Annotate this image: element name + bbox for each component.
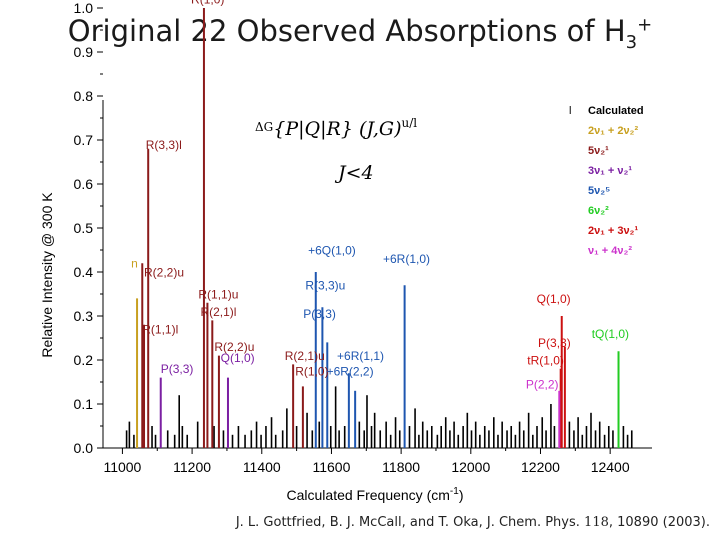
y-tick-label: 0.5 (74, 220, 94, 236)
x-axis-label: Calculated Frequency (cm-1) (287, 486, 464, 503)
line-labels: n R(2,2)u R(1,1)l R(3,3)l P(3,3) R(1,0) R(1,1)… (131, 0, 629, 392)
transition-label: +6R(2,2) (327, 364, 374, 378)
transition-label: +6R(1,0) (383, 252, 430, 266)
transition-label: R(2,1)l (200, 305, 236, 319)
page-title: Original 22 Observed Absorptions of H3+ (67, 14, 653, 53)
legend-entry: 5ν₂¹ (588, 145, 609, 157)
transition-label: Q(1,0) (221, 351, 255, 365)
transition-label: R(3,3)l (146, 138, 182, 152)
x-tick-label: 12000 (451, 459, 490, 475)
transition-label: n (131, 257, 138, 271)
transition-label: tR(1,0) (527, 353, 564, 367)
transition-label: R(1,0) (191, 0, 224, 7)
transition-label: R(2,2)u (144, 265, 184, 279)
y-tick-label: 0.7 (74, 132, 94, 148)
legend-header-mark: l (569, 105, 571, 117)
j-condition: J<4 (338, 162, 374, 184)
data-lines (136, 8, 620, 448)
legend: l Calculated 2ν₁ + 2ν₂² 5ν₂¹ 3ν₁ + ν₂¹ 5ν₂⁵ 6ν… (569, 105, 644, 257)
y-tick-label: 0.4 (74, 264, 94, 280)
transition-label: R(1,1)l (142, 323, 178, 337)
x-tick-label: 11800 (382, 459, 420, 475)
x-tick-label: 11400 (243, 459, 281, 475)
transition-label: P(3,3) (303, 307, 336, 321)
y-tick-label: 0.9 (74, 44, 94, 60)
axes: 0.0 0.1 0.2 0.3 0.4 0.5 0.6 0.7 0.8 0.9 1.0 11000 11… (39, 0, 652, 503)
transition-label: R(1,1)u (198, 287, 238, 301)
transition-label: R(2,1)u (285, 349, 325, 363)
y-tick-label: 0.1 (74, 396, 94, 412)
y-tick-label: 0.3 (74, 308, 94, 324)
y-tick-label: 0.0 (74, 440, 94, 456)
legend-entry: 2ν₁ + 3ν₂¹ (588, 225, 638, 237)
x-tick-label: 11600 (312, 459, 350, 475)
legend-entry: 2ν₁ + 2ν₂² (588, 125, 638, 137)
transition-label: +6R(1,1) (337, 349, 384, 363)
transition-formula: ΔG{P|Q|R} (J,G)u/l (255, 116, 418, 140)
legend-header: Calculated (588, 105, 644, 117)
background-lines (125, 386, 633, 448)
transition-label: P(3,3) (161, 362, 194, 376)
transition-label: P(2,2) (526, 378, 559, 392)
x-tick-label: 12400 (591, 459, 630, 475)
transition-label: R(1,0) (295, 364, 328, 378)
x-tick-label: 11000 (103, 459, 141, 475)
transition-label: tQ(1,0) (592, 327, 629, 341)
y-tick-label: 0.6 (74, 176, 94, 192)
transition-label: +6Q(1,0) (308, 243, 356, 257)
transition-label: P(3,3) (538, 336, 571, 350)
y-tick-label: 0.2 (74, 352, 94, 368)
transition-label: R(2,2)u (214, 340, 254, 354)
y-tick-label: 1.0 (74, 0, 94, 16)
y-tick-label: 0.8 (74, 88, 94, 104)
x-tick-label: 12200 (521, 459, 560, 475)
legend-entry: 6ν₂² (588, 205, 609, 217)
legend-entry: 5ν₂⁵ (588, 185, 610, 197)
y-axis-label: Relative Intensity @ 300 K (39, 192, 55, 358)
legend-entry: 3ν₁ + ν₂¹ (588, 165, 632, 177)
citation: J. L. Gottfried, B. J. McCall, and T. Ok… (235, 515, 710, 530)
transition-label: Q(1,0) (537, 292, 571, 306)
transition-label: R(3,3)u (305, 279, 345, 293)
legend-entry: ν₁ + 4ν₂² (588, 245, 632, 257)
x-tick-label: 11200 (173, 459, 211, 475)
